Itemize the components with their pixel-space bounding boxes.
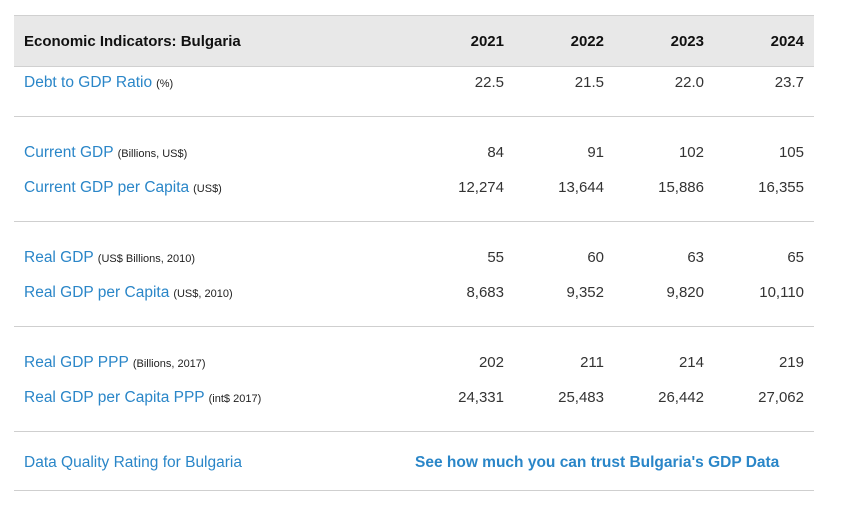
table-row: Debt to GDP Ratio (%) 22.5 21.5 22.0 23.7: [14, 74, 814, 94]
year-header-2021: 2021: [470, 33, 504, 50]
real-gdp-per-capita-link[interactable]: Real GDP per Capita (US$, 2010): [24, 284, 233, 301]
value-cell: 23.7: [774, 74, 804, 91]
table-row: Real GDP (US$ Billions, 2010) 55 60 63 65: [14, 249, 814, 269]
year-header-2022: 2022: [570, 33, 604, 50]
value-cell: 102: [678, 144, 704, 161]
value-cell: 84: [487, 144, 504, 161]
data-quality-rating-link[interactable]: Data Quality Rating for Bulgaria: [24, 454, 242, 471]
table-row: Real GDP PPP (Billions, 2017) 202 211 214…: [14, 354, 814, 374]
trust-gdp-data-link[interactable]: See how much you can trust Bulgaria's GD…: [415, 454, 780, 471]
value-cell: 211: [580, 354, 604, 371]
value-cell: 13,644: [558, 179, 604, 196]
row-separator: [14, 490, 814, 491]
value-cell: 60: [587, 249, 604, 266]
value-cell: 202: [478, 354, 504, 371]
value-cell: 219: [778, 354, 804, 371]
row-separator: [14, 221, 814, 222]
value-cell: 15,886: [658, 179, 704, 196]
debt-to-gdp-link[interactable]: Debt to GDP Ratio (%): [24, 74, 174, 91]
current-gdp-per-capita-link[interactable]: Current GDP per Capita (US$): [24, 179, 222, 196]
table-row: Current GDP per Capita (US$) 12,274 13,64…: [14, 179, 814, 199]
value-cell: 25,483: [558, 389, 604, 406]
real-gdp-link[interactable]: Real GDP (US$ Billions, 2010): [24, 249, 195, 266]
value-cell: 10,110: [759, 284, 804, 301]
value-cell: 63: [687, 249, 704, 266]
value-cell: 65: [787, 249, 804, 266]
value-cell: 55: [487, 249, 504, 266]
data-quality-row: Data Quality Rating for Bulgaria See how…: [14, 454, 814, 474]
value-cell: 91: [587, 144, 604, 161]
value-cell: 21.5: [574, 74, 604, 91]
table-row: Real GDP per Capita PPP (int$ 2017) 24,33…: [14, 389, 814, 409]
value-cell: 105: [778, 144, 804, 161]
economic-indicators-table: Economic Indicators: Bulgaria 2021 2022 …: [14, 15, 814, 491]
value-cell: 8,683: [466, 284, 504, 301]
row-separator: [14, 116, 814, 117]
year-header-2023: 2023: [670, 33, 704, 50]
value-cell: 9,820: [666, 284, 704, 301]
real-gdp-per-capita-ppp-link[interactable]: Real GDP per Capita PPP (int$ 2017): [24, 389, 262, 406]
row-separator: [14, 326, 814, 327]
value-cell: 214: [678, 354, 704, 371]
value-cell: 22.0: [674, 74, 704, 91]
value-cell: 9,352: [566, 284, 604, 301]
table-title: Economic Indicators: Bulgaria: [24, 33, 241, 50]
current-gdp-link[interactable]: Current GDP (Billions, US$): [24, 144, 188, 161]
table-header: Economic Indicators: Bulgaria 2021 2022 …: [14, 15, 814, 67]
table-row: Current GDP (Billions, US$) 84 91 102 105: [14, 144, 814, 164]
row-separator: [14, 431, 814, 432]
value-cell: 24,331: [458, 389, 504, 406]
value-cell: 22.5: [474, 74, 504, 91]
value-cell: 26,442: [658, 389, 704, 406]
year-header-2024: 2024: [770, 33, 804, 50]
value-cell: 27,062: [758, 389, 804, 406]
value-cell: 12,274: [458, 179, 504, 196]
value-cell: 16,355: [758, 179, 804, 196]
real-gdp-ppp-link[interactable]: Real GDP PPP (Billions, 2017): [24, 354, 206, 371]
table-row: Real GDP per Capita (US$, 2010) 8,683 9,3…: [14, 284, 814, 304]
